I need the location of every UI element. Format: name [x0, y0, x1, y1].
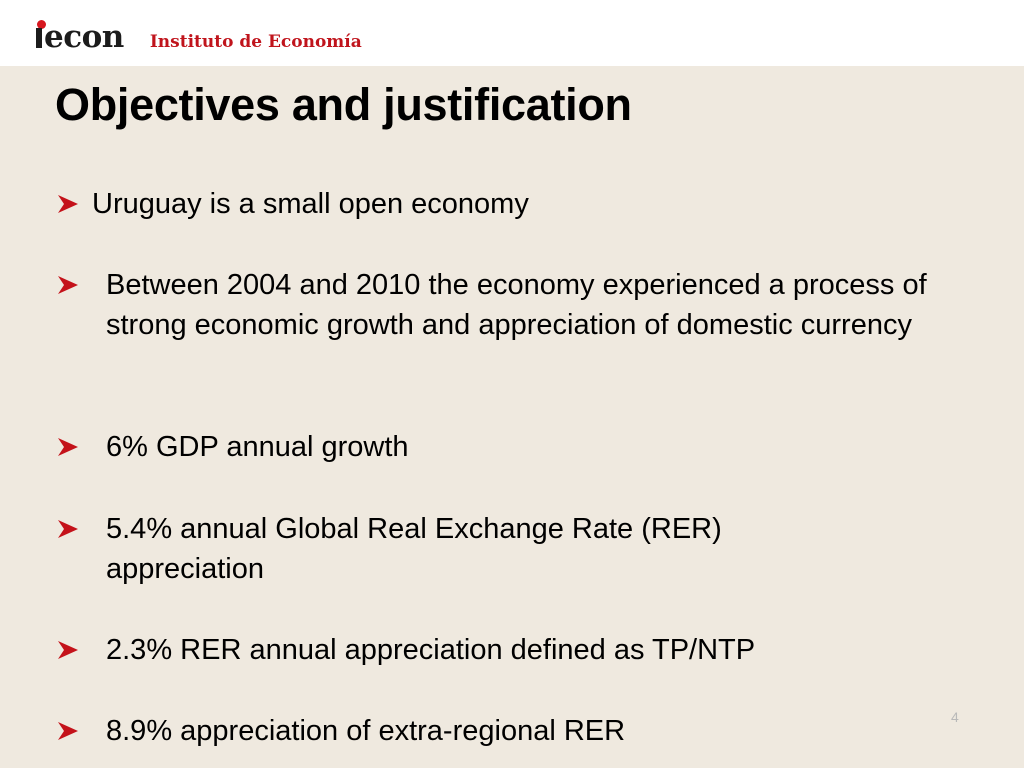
logo-wordmark: iecon [34, 19, 124, 55]
logo-text: econ [44, 19, 124, 55]
iecon-logo: iecon Instituto de Economía [34, 19, 362, 55]
bullet-text-6: 8.9% appreciation of extra-regional RER [106, 715, 626, 747]
bullet-text-4: 5.4% annual Global Real Exchange Rate (R… [106, 513, 722, 585]
arrow-bullet-icon [58, 276, 78, 294]
bullet-text-2: Between 2004 and 2010 the economy experi… [106, 269, 927, 341]
bullet-text-3: 6% GDP annual growth [106, 431, 409, 463]
bullet-text-1: Uruguay is a small open economy [92, 188, 529, 220]
bullet-text-5: 2.3% RER annual appreciation defined as … [106, 634, 756, 666]
logo-i-stem [36, 28, 42, 48]
logo-red-dot [37, 20, 46, 29]
institute-name: Instituto de Economía [149, 32, 362, 52]
arrow-bullet-icon [58, 438, 78, 456]
arrow-bullet-icon [58, 722, 78, 740]
header-band: iecon Instituto de Economía [0, 0, 1024, 66]
arrow-bullet-icon [58, 195, 78, 213]
slide-number: 4 [951, 709, 959, 725]
arrow-bullet-icon [58, 520, 78, 538]
slide-title: Objectives and justification [55, 79, 632, 130]
arrow-bullet-icon [58, 641, 78, 659]
